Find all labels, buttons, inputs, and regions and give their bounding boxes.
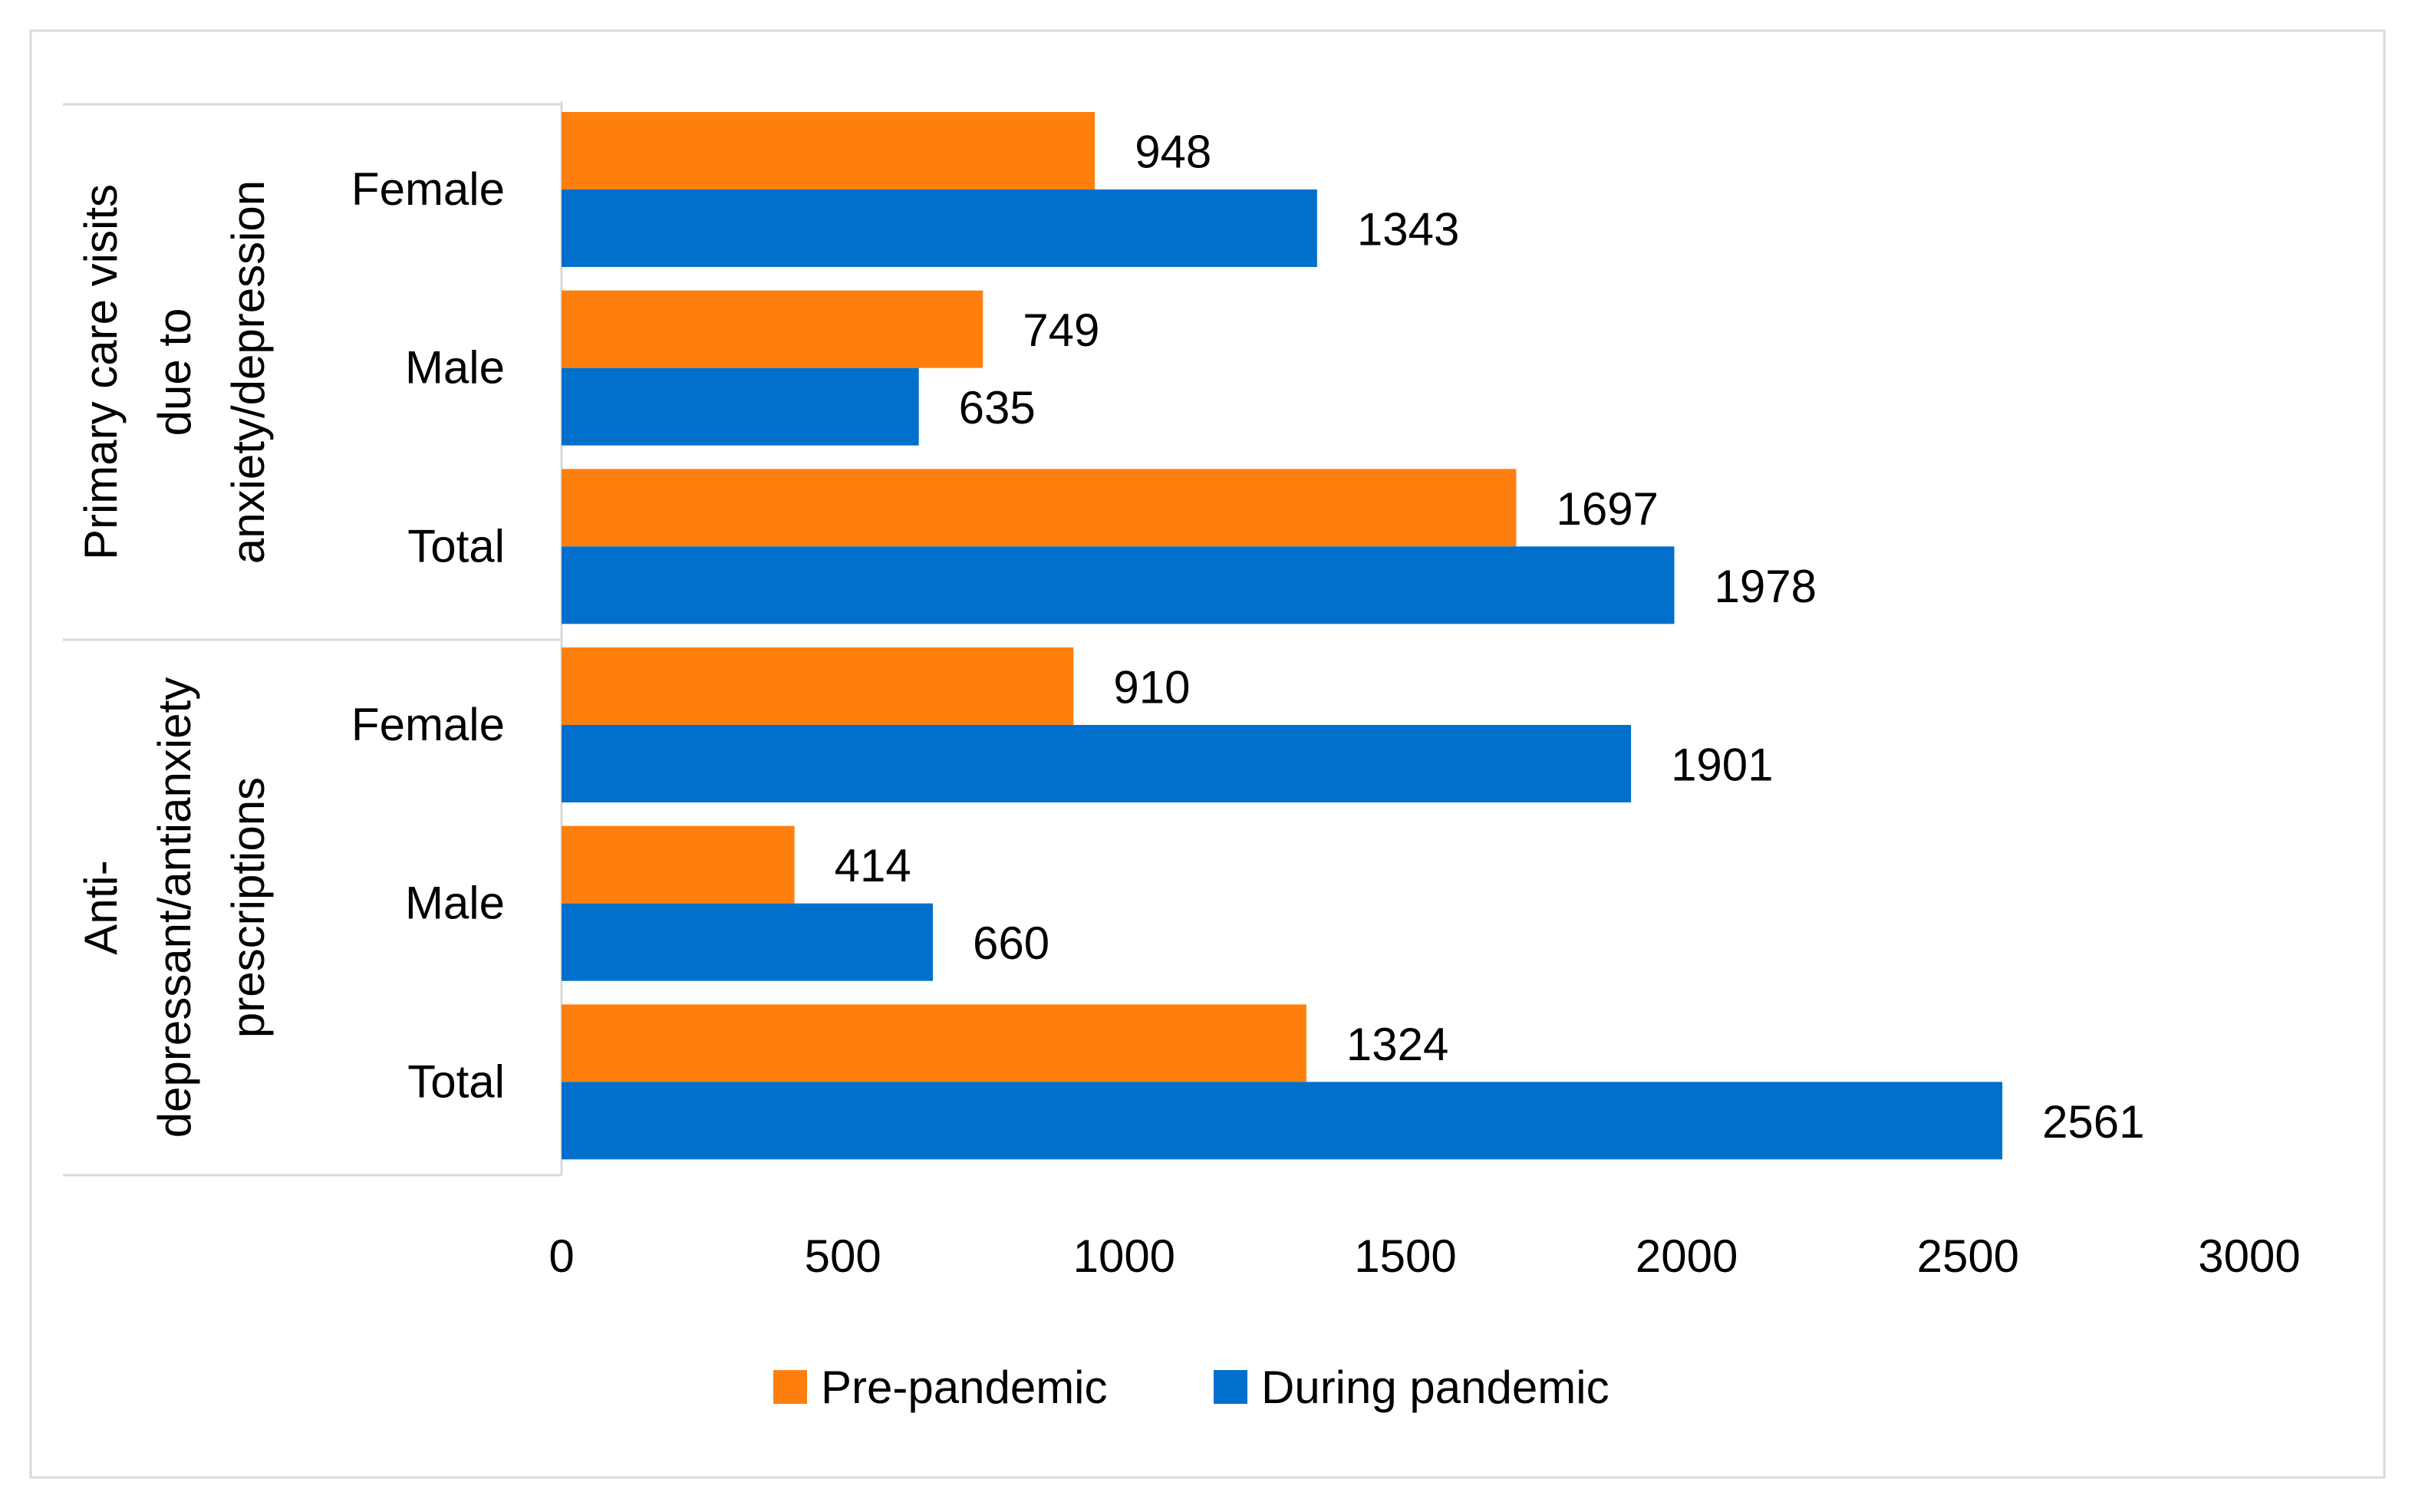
bar: [562, 546, 1675, 624]
data-label: 910: [1113, 662, 1190, 713]
group-label-line: due to: [149, 308, 200, 436]
tick-label: 2000: [1636, 1230, 1738, 1282]
category-label: Male: [405, 342, 505, 394]
group-label-line: Primary care visits: [75, 184, 127, 560]
bar: [562, 1004, 1306, 1082]
tick-label: 0: [549, 1230, 574, 1282]
legend-label: During pandemic: [1261, 1362, 1609, 1413]
group-label: Anti-depressant/antianxiety prescriptions: [75, 677, 274, 1138]
category-label: Total: [407, 520, 505, 572]
category-label: Female: [351, 163, 505, 215]
legend-swatch: [773, 1370, 807, 1404]
group-label-line: prescriptions: [222, 777, 274, 1038]
bar: [562, 903, 933, 981]
group-label-line: anxiety/depression: [222, 180, 274, 564]
bar: [562, 189, 1317, 267]
tick-label: 3000: [2198, 1230, 2300, 1282]
data-label: 1978: [1715, 561, 1817, 612]
data-label: 948: [1135, 127, 1211, 178]
category-label: Male: [405, 878, 505, 929]
data-label: 749: [1023, 305, 1099, 356]
bar: [562, 290, 983, 368]
data-label: 1901: [1671, 740, 1773, 791]
category-label: Female: [351, 699, 505, 750]
value-axis: 0 500 1000 1500 2000 2500 3000: [549, 1230, 2300, 1282]
data-label: 1697: [1556, 483, 1658, 535]
legend-swatch: [1214, 1370, 1247, 1404]
tick-label: 1000: [1073, 1230, 1175, 1282]
group-label-line: Anti-: [75, 860, 127, 954]
legend-label: Pre-pandemic: [821, 1362, 1108, 1413]
category-axis: Primary care visits due to anxiety/depress…: [63, 101, 563, 1177]
bar: [562, 825, 795, 904]
tick-label: 1500: [1354, 1230, 1456, 1282]
bar: [562, 1082, 2003, 1160]
legend: Pre-pandemic During pandemic: [773, 1362, 1609, 1413]
group-label-line: depressant/antianxiety: [149, 677, 200, 1138]
data-label: 1343: [1357, 204, 1459, 255]
data-label: 2561: [2042, 1096, 2144, 1148]
tick-label: 2500: [1917, 1230, 2019, 1282]
data-label: 635: [959, 382, 1036, 433]
bar: [562, 647, 1074, 725]
bar: [562, 469, 1517, 547]
data-label: 1324: [1346, 1019, 1448, 1070]
bar: [562, 725, 1632, 802]
plot-area: 948 1343 749 635 1697 1978 910 1901 414 660 1324 25…: [562, 112, 2145, 1160]
data-label: 414: [835, 840, 911, 891]
group-label: Primary care visits due to anxiety/depress…: [75, 180, 274, 564]
data-label: 660: [973, 917, 1049, 969]
bar: [562, 367, 919, 446]
bar: [562, 112, 1095, 189]
tick-label: 500: [805, 1230, 881, 1282]
category-label: Total: [407, 1056, 505, 1107]
